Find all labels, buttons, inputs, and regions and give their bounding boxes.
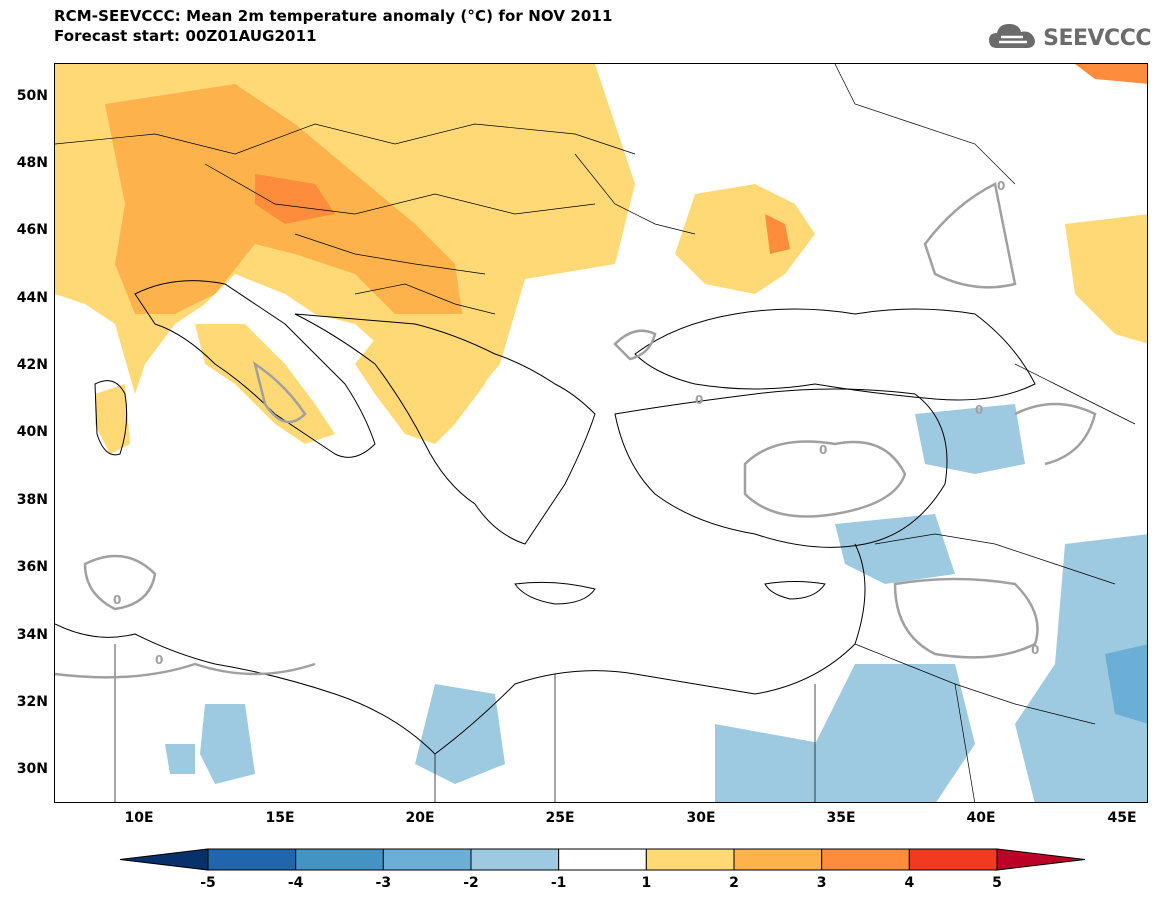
colorbar-segment: [382, 848, 472, 871]
y-tick-label: 34N: [16, 627, 48, 643]
colorbar-segment: [645, 848, 735, 871]
colorbar-segment: [996, 848, 1086, 871]
x-tick-label: 10E: [124, 810, 154, 826]
colorbar-label: -4: [287, 875, 304, 891]
contour-label: 0: [155, 653, 163, 667]
y-tick-label: 50N: [16, 88, 48, 104]
colorbar-segment: [207, 848, 297, 871]
x-tick-label: 40E: [966, 810, 996, 826]
colorbar-label: 1: [641, 875, 652, 891]
anomaly-area-negative-west: [165, 744, 195, 774]
anomaly-area-negative-libya-2: [200, 704, 255, 784]
coastlines: [55, 280, 1036, 755]
anomaly-area-italy: [195, 324, 335, 444]
seevccc-logo: SEEVCCC: [987, 18, 1151, 58]
x-tick-label: 30E: [686, 810, 716, 826]
contour-label: 0: [975, 403, 983, 417]
anomaly-area-negative-syria: [835, 514, 955, 584]
colorbar-segment: [558, 848, 647, 871]
title-line2: Forecast start: 00Z01AUG2011: [54, 27, 317, 45]
colorbar-segment: [908, 848, 998, 871]
anomaly-area-negative-deep: [1105, 644, 1147, 724]
contour-label: 0: [997, 179, 1005, 193]
anomaly-area-east: [1065, 214, 1147, 344]
x-tick-label: 15E: [265, 810, 295, 826]
contour-label: 0: [113, 593, 121, 607]
colorbar-segment: [295, 848, 384, 871]
y-tick-label: 32N: [16, 694, 48, 710]
anomaly-area-negative-jordan: [815, 664, 975, 802]
anomaly-area-balkans: [355, 314, 495, 444]
colorbar-label: 2: [729, 875, 739, 891]
colorbar: [119, 848, 1086, 871]
anomaly-area-stronger: [255, 174, 335, 224]
y-tick-label: 30N: [16, 761, 48, 777]
y-tick-label: 40N: [16, 424, 48, 440]
country-borders: [55, 64, 1136, 802]
contour-label: 0: [1031, 643, 1039, 657]
x-tick-label: 25E: [545, 810, 575, 826]
y-tick-label: 44N: [16, 290, 48, 306]
anomaly-area-crimea-strong: [765, 214, 790, 254]
y-tick-label: 48N: [16, 155, 48, 171]
colorbar-segment: [119, 848, 209, 871]
colorbar-label: -1: [550, 875, 567, 891]
colorbar-label: -5: [200, 875, 216, 891]
colorbar-segment: [733, 848, 823, 871]
anomaly-area-north-east: [1075, 64, 1147, 84]
colorbar-label: 5: [992, 875, 1002, 891]
anomaly-area-negative-egypt: [715, 724, 835, 802]
y-tick-label: 36N: [16, 559, 48, 575]
cloud-icon: [987, 20, 1039, 56]
y-tick-label: 46N: [16, 222, 48, 238]
map-title: RCM-SEEVCCC: Mean 2m temperature anomaly…: [54, 6, 613, 46]
zero-contours: [55, 182, 1097, 679]
y-tick-label: 42N: [16, 357, 48, 373]
colorbar-segment: [821, 848, 910, 871]
anomaly-area-negative-anatolia: [915, 404, 1025, 474]
colorbar-label: -2: [463, 875, 479, 891]
anomaly-map: 0 0 0 0 0 0 0: [54, 63, 1148, 803]
contour-labels: 0 0 0 0 0 0 0: [113, 179, 1039, 667]
contour-label: 0: [695, 393, 703, 407]
colorbar-label: -3: [375, 875, 392, 891]
title-line1: RCM-SEEVCCC: Mean 2m temperature anomaly…: [54, 7, 613, 25]
colorbar-label: 4: [904, 875, 915, 891]
anomaly-area-sardinia: [95, 384, 130, 454]
anomaly-area-crimea: [675, 184, 815, 294]
anomaly-area-negative-middle-east: [1015, 534, 1147, 802]
x-tick-label: 35E: [826, 810, 856, 826]
logo-text: SEEVCCC: [1043, 25, 1151, 51]
contour-label: 0: [819, 443, 827, 457]
x-tick-label: 20E: [405, 810, 435, 826]
y-tick-label: 38N: [16, 492, 48, 508]
x-tick-label: 45E: [1107, 810, 1137, 826]
colorbar-segment: [470, 848, 560, 871]
colorbar-label: 3: [816, 875, 827, 891]
